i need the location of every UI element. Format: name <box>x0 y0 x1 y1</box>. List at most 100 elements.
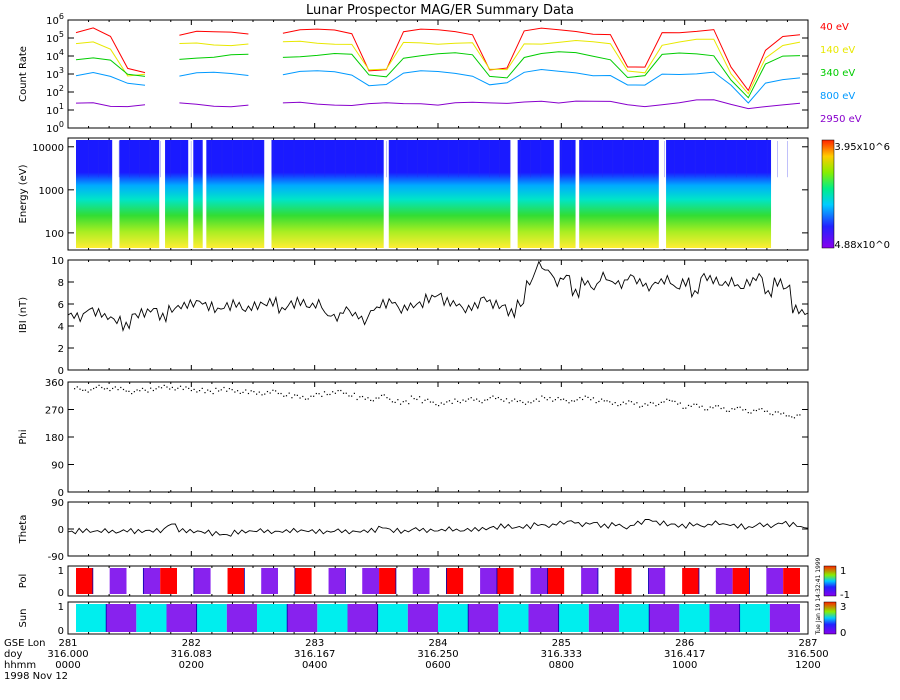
x-tick-label: 0600 <box>425 660 450 671</box>
status-segment <box>193 568 211 594</box>
data-point <box>622 401 624 403</box>
data-point <box>677 403 679 405</box>
data-point <box>598 400 600 403</box>
data-point <box>777 411 779 413</box>
data-point <box>780 413 782 415</box>
data-point <box>560 399 562 401</box>
status-segment <box>530 568 548 594</box>
data-point <box>342 392 345 394</box>
status-segment <box>619 604 650 632</box>
data-point <box>361 395 364 398</box>
data-point <box>370 399 372 402</box>
x-tick-label: 281 <box>58 638 77 649</box>
status-segment <box>468 604 499 632</box>
data-point <box>307 398 309 400</box>
data-point <box>647 404 649 406</box>
data-point <box>516 400 518 403</box>
y-tick-label: 103 <box>46 66 64 81</box>
y-tick-label: 90 <box>51 498 64 509</box>
data-point <box>769 413 771 415</box>
x-tick-label: 316.500 <box>787 649 828 660</box>
x-axis-row-label: GSE Lon <box>4 638 45 649</box>
status-segment <box>166 604 197 632</box>
data-gap <box>510 139 518 249</box>
status-segment <box>257 604 288 632</box>
data-point <box>530 402 532 404</box>
data-point <box>682 407 684 409</box>
data-point <box>250 390 252 392</box>
data-point <box>158 386 160 388</box>
data-point <box>772 414 774 416</box>
data-point <box>152 389 154 392</box>
data-point <box>742 409 744 411</box>
data-point <box>256 393 258 395</box>
data-point <box>476 398 478 400</box>
data-point <box>302 395 304 398</box>
y-tick-label: 102 <box>46 84 64 99</box>
y-tick-label: 10 <box>51 256 64 267</box>
data-point <box>481 402 483 404</box>
data-point <box>725 410 728 412</box>
y-tick-label: 360 <box>45 378 64 389</box>
status-segment <box>698 568 716 594</box>
data-point <box>150 387 152 389</box>
series-line <box>67 519 809 537</box>
data-point <box>114 386 116 388</box>
sun-panel: 0 1 Sun 3 0 <box>18 601 846 639</box>
data-point <box>98 384 100 386</box>
data-point <box>168 491 170 493</box>
y-tick-label: 1000 <box>39 186 64 197</box>
series-line <box>67 260 809 332</box>
colorbar-max-label: 3.95x10^6 <box>834 142 890 153</box>
status-segment <box>597 568 615 594</box>
y-tick-label: 0 <box>58 588 64 599</box>
x-tick-label: 287 <box>798 638 817 649</box>
status-segment <box>496 568 514 594</box>
x-tick-label: 0000 <box>55 660 80 671</box>
data-point <box>448 400 451 402</box>
data-point <box>565 400 567 402</box>
data-point <box>457 400 459 402</box>
status-segment <box>278 568 295 594</box>
data-point <box>755 409 758 412</box>
x-tick-label: 316.083 <box>171 649 212 660</box>
status-segment <box>649 604 680 632</box>
data-point <box>785 415 787 417</box>
data-point <box>95 386 97 388</box>
status-segment <box>294 568 312 594</box>
data-point <box>386 397 388 399</box>
data-point <box>163 384 165 386</box>
data-point <box>693 403 695 405</box>
data-point <box>144 389 146 391</box>
data-point <box>715 405 717 407</box>
y-tick-label: 10000 <box>32 143 64 154</box>
status-segment <box>347 604 378 632</box>
y-tick-label: 105 <box>46 30 64 45</box>
data-point <box>552 400 554 402</box>
y-tick-label: 100 <box>46 120 64 135</box>
data-point <box>753 409 755 411</box>
data-point <box>285 395 288 397</box>
data-point <box>294 394 296 396</box>
y-tick-label: 0 <box>58 525 64 536</box>
colorbar-min-label: 0 <box>840 628 846 639</box>
data-point <box>609 401 611 403</box>
data-point <box>82 389 84 392</box>
data-point <box>141 387 144 390</box>
data-point <box>696 403 698 405</box>
data-point <box>543 397 546 399</box>
data-point <box>704 409 706 411</box>
data-gap <box>553 139 560 249</box>
data-point <box>160 387 163 389</box>
data-point <box>440 402 442 404</box>
data-point <box>234 391 236 393</box>
y-axis-label: Sun <box>18 608 29 627</box>
data-point <box>139 390 141 392</box>
legend-label: 140 eV <box>820 45 855 56</box>
status-segment <box>769 604 800 632</box>
status-segment <box>92 568 110 594</box>
data-point <box>198 390 201 392</box>
status-segment <box>715 568 733 594</box>
data-point <box>103 388 106 390</box>
x-tick-label: 283 <box>305 638 324 649</box>
